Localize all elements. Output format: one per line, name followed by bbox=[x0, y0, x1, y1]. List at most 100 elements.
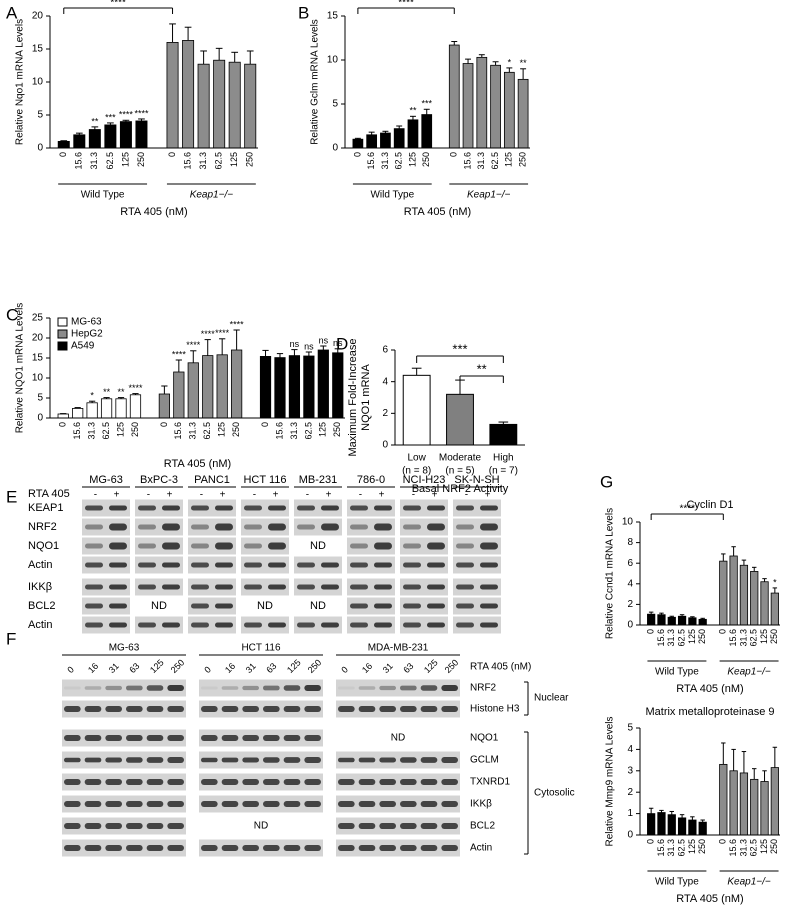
blot-strip bbox=[400, 616, 448, 634]
blot-band bbox=[138, 584, 156, 590]
error-bar bbox=[648, 611, 654, 615]
x-tick-label: 125 bbox=[687, 839, 697, 854]
panel-letter: C bbox=[6, 305, 18, 324]
y-tick-label: 10 bbox=[32, 373, 44, 384]
blot-band bbox=[242, 757, 259, 763]
blot-band bbox=[456, 524, 474, 530]
bar bbox=[173, 371, 185, 419]
blot-strip bbox=[453, 597, 501, 615]
blot-band bbox=[191, 622, 209, 628]
blot-band bbox=[456, 622, 474, 628]
x-tick-label: 31.3 bbox=[198, 152, 208, 170]
blot-band bbox=[85, 622, 103, 628]
dose-label: 125 bbox=[422, 657, 440, 675]
x-tick-label: 250 bbox=[697, 629, 707, 644]
error-bar bbox=[752, 566, 757, 572]
blot-band bbox=[146, 757, 164, 763]
not-detected: ND bbox=[151, 600, 167, 612]
bar bbox=[213, 59, 226, 149]
dose-label: 63 bbox=[264, 661, 278, 675]
bar bbox=[729, 770, 738, 836]
blot-band bbox=[244, 543, 262, 549]
x-tick-label: 15.6 bbox=[656, 629, 666, 647]
cell-line-label: BxPC-3 bbox=[140, 474, 178, 486]
blot-band bbox=[403, 603, 421, 609]
blot-band bbox=[400, 706, 417, 712]
error-bar bbox=[233, 329, 240, 350]
y-tick-label: 4 bbox=[627, 578, 633, 589]
blot-band bbox=[374, 584, 392, 590]
treatment-level: - bbox=[253, 490, 256, 501]
bar bbox=[750, 778, 759, 836]
dose-label: 31 bbox=[244, 661, 258, 675]
blot-band bbox=[138, 622, 156, 628]
x-tick-label: 15.6 bbox=[72, 422, 82, 440]
blot-band bbox=[350, 603, 368, 609]
y-tick-label: 3 bbox=[627, 765, 633, 776]
blot-strip bbox=[62, 751, 186, 769]
blot-band bbox=[263, 685, 280, 691]
bar bbox=[770, 767, 779, 836]
blot-strip bbox=[82, 537, 130, 555]
blot-strip bbox=[241, 537, 289, 555]
blot-band bbox=[146, 706, 164, 712]
blot-band bbox=[420, 779, 438, 785]
y-tick-label: 2 bbox=[627, 787, 633, 798]
error-bar bbox=[700, 617, 705, 620]
treatment-level: - bbox=[465, 490, 468, 501]
blot-strip bbox=[135, 616, 183, 634]
blot-strip bbox=[336, 817, 460, 835]
bar bbox=[274, 357, 286, 419]
blot-band bbox=[338, 845, 355, 851]
blot-band bbox=[456, 562, 474, 568]
cell-line-label: MB-231 bbox=[299, 474, 338, 486]
blot-band bbox=[338, 706, 355, 712]
blot-strip bbox=[199, 795, 323, 813]
blot-band bbox=[321, 584, 339, 590]
y-tick-label: 15 bbox=[32, 353, 44, 364]
x-tick-label: 250 bbox=[245, 152, 255, 167]
error-bar bbox=[204, 339, 211, 356]
panel-letter: D bbox=[336, 334, 348, 353]
blot-band bbox=[283, 757, 301, 763]
treatment-level: - bbox=[412, 490, 415, 501]
row-label: IKKβ bbox=[470, 799, 492, 810]
blot-band bbox=[420, 845, 438, 851]
bar bbox=[667, 814, 676, 836]
x-tick-label: 125 bbox=[687, 629, 697, 644]
error-bar bbox=[190, 350, 197, 363]
blot-band bbox=[400, 801, 417, 807]
x-tick-label: 62.5 bbox=[105, 152, 115, 170]
bar bbox=[402, 374, 431, 446]
blot-strip bbox=[336, 751, 460, 769]
error-bar bbox=[107, 122, 114, 125]
legend-swatch bbox=[57, 341, 68, 351]
blot-band bbox=[283, 685, 301, 691]
bar bbox=[158, 393, 170, 419]
blot-band bbox=[268, 622, 286, 628]
bar bbox=[698, 821, 707, 836]
blot-band bbox=[221, 706, 239, 712]
blot-band bbox=[167, 779, 184, 785]
error-bar bbox=[721, 742, 726, 765]
x-tick-label: 62.5 bbox=[749, 839, 759, 857]
x-tick-label: 250 bbox=[130, 422, 140, 437]
blot-band bbox=[126, 845, 143, 851]
blot-band bbox=[263, 706, 280, 712]
y-tick-label: 0 bbox=[37, 413, 43, 424]
blot-band bbox=[420, 685, 438, 691]
bracket-label: **** bbox=[398, 0, 414, 9]
cell-line-label: NCI-H23 bbox=[403, 474, 446, 486]
dose-label: 250 bbox=[169, 657, 187, 675]
blot-band bbox=[244, 622, 262, 628]
blot-band bbox=[244, 584, 262, 590]
error-bar bbox=[169, 23, 176, 43]
x-tick-label: 0 bbox=[718, 629, 728, 634]
blot-band bbox=[126, 735, 143, 741]
bar bbox=[216, 354, 228, 419]
y-axis-label: Relative Ccnd1 mRNA Levels bbox=[605, 508, 616, 639]
bar bbox=[719, 763, 728, 836]
blot-band bbox=[350, 505, 368, 511]
blot-band bbox=[242, 735, 259, 741]
x-tick-label: Moderate bbox=[439, 453, 482, 464]
